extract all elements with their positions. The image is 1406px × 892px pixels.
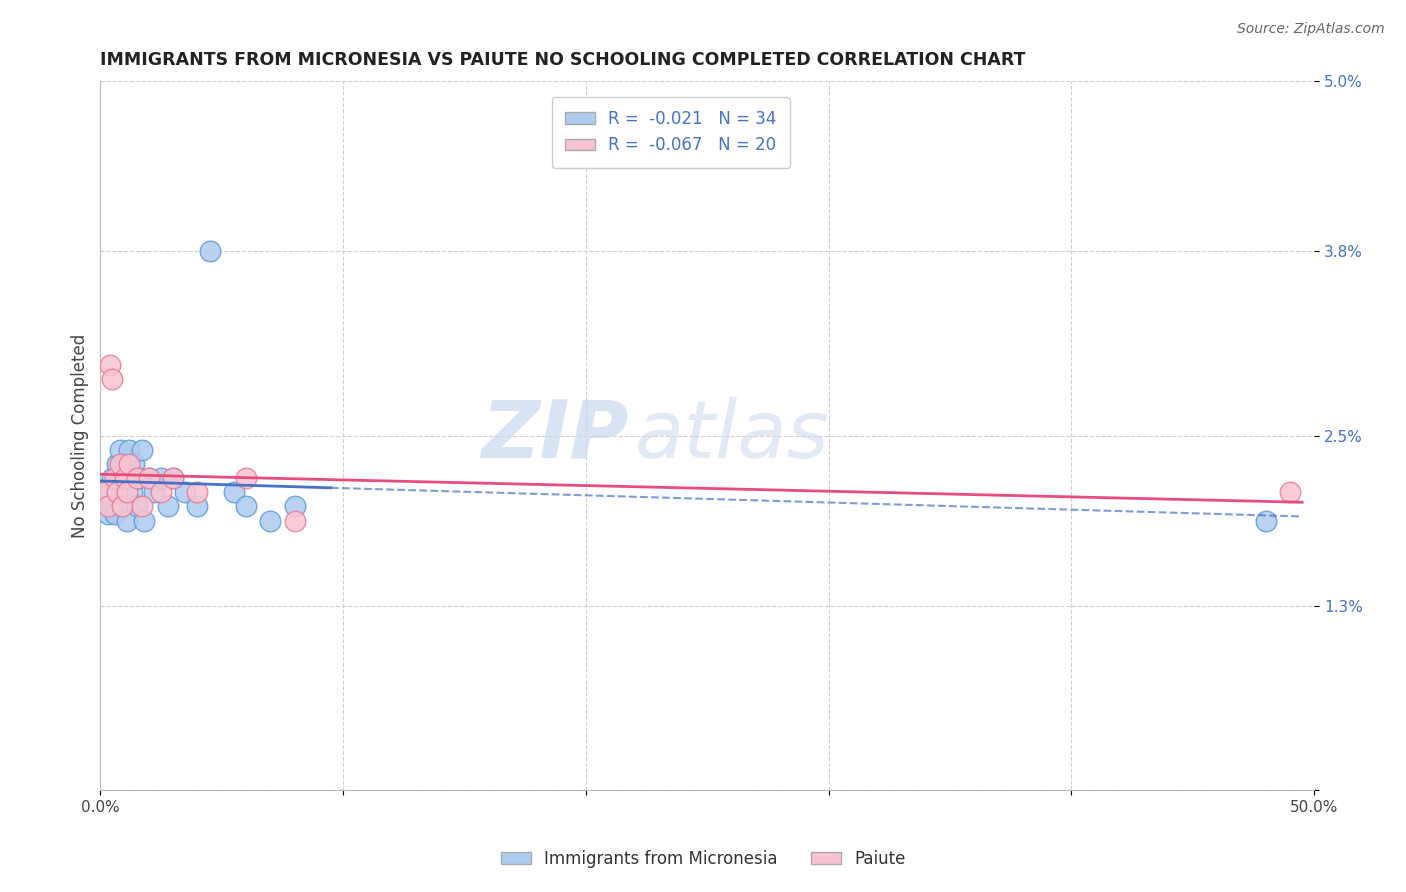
Point (186, 500, 208, 514)
Text: IMMIGRANTS FROM MICRONESIA VS PAIUTE NO SCHOOLING COMPLETED CORRELATION CHART: IMMIGRANTS FROM MICRONESIA VS PAIUTE NO … (100, 51, 1026, 69)
Point (138, 471, 160, 485)
Point (101, 500, 124, 514)
Point (108, 471, 131, 485)
Point (104, 471, 127, 485)
Point (128, 471, 150, 485)
Point (105, 485, 128, 500)
Point (114, 485, 136, 500)
Point (284, 500, 307, 514)
Point (121, 485, 143, 500)
Point (132, 514, 155, 528)
Point (97, 507, 120, 521)
Point (98, 485, 121, 500)
Point (118, 471, 141, 485)
Point (198, 244, 221, 259)
Point (131, 500, 153, 514)
Point (98, 358, 121, 372)
Point (162, 471, 184, 485)
Point (115, 485, 138, 500)
Point (111, 500, 134, 514)
Point (118, 442, 141, 457)
Point (162, 471, 184, 485)
Point (125, 471, 148, 485)
Point (222, 485, 245, 500)
Point (138, 471, 160, 485)
Point (114, 471, 136, 485)
Point (235, 471, 257, 485)
Point (174, 485, 197, 500)
Text: ZIP: ZIP (481, 397, 628, 475)
Point (186, 485, 208, 500)
Point (131, 442, 153, 457)
Point (101, 471, 124, 485)
Point (108, 457, 131, 471)
Point (235, 500, 257, 514)
Legend: Immigrants from Micronesia, Paiute: Immigrants from Micronesia, Paiute (494, 844, 912, 875)
Point (104, 507, 127, 521)
Point (114, 457, 136, 471)
Point (101, 372, 124, 386)
Point (142, 485, 165, 500)
Point (1254, 514, 1277, 528)
Point (108, 442, 131, 457)
Point (125, 500, 148, 514)
Point (111, 500, 134, 514)
Legend: R =  -0.021   N = 34, R =  -0.067   N = 20: R = -0.021 N = 34, R = -0.067 N = 20 (551, 96, 790, 168)
Point (1278, 485, 1301, 500)
Point (94, 485, 117, 500)
Text: atlas: atlas (634, 397, 830, 475)
Point (157, 500, 180, 514)
Point (118, 457, 141, 471)
Point (115, 514, 138, 528)
Point (284, 514, 307, 528)
Point (97, 500, 120, 514)
Point (259, 514, 281, 528)
Point (150, 471, 173, 485)
Point (150, 485, 173, 500)
Point (105, 485, 128, 500)
Y-axis label: No Schooling Completed: No Schooling Completed (72, 334, 89, 538)
Point (105, 457, 128, 471)
Point (124, 457, 146, 471)
Text: Source: ZipAtlas.com: Source: ZipAtlas.com (1237, 22, 1385, 37)
